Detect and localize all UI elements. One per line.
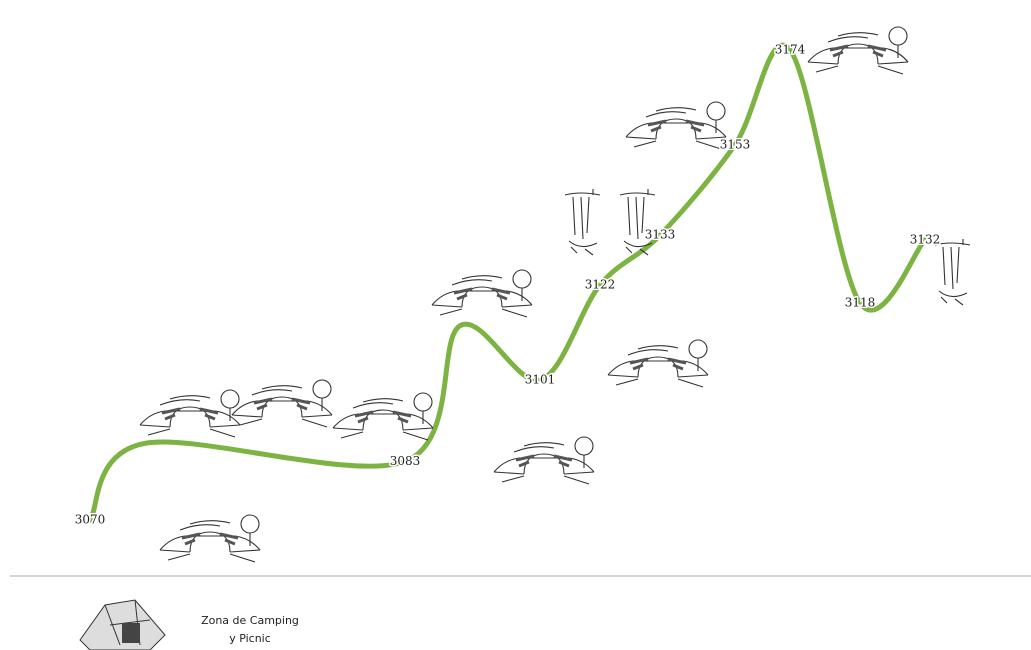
waterfall-icon (935, 239, 970, 305)
elevation-label: 3083 (390, 454, 421, 468)
bridge-icon (232, 380, 332, 427)
bridge-icon (140, 390, 240, 437)
elevation-label: 3174 (775, 42, 806, 56)
bridge-icon (160, 515, 260, 562)
elevation-label: 3122 (585, 278, 616, 292)
bridge-icon (432, 270, 532, 317)
elevation-label: 3118 (845, 296, 876, 310)
icons (80, 27, 970, 650)
elevation-line (90, 45, 925, 520)
legend-label: Zona de Camping (201, 614, 299, 627)
tent-icon (80, 600, 165, 650)
bridge-icon (626, 102, 726, 149)
elevation-label: 3070 (75, 513, 106, 527)
chart: Zona de Camping y Picnic 3070 3083 3101 312… (0, 0, 1031, 650)
elevation-label: 3153 (720, 137, 751, 151)
elevation-label: 3132 (910, 232, 941, 246)
waterfall-icon (565, 189, 600, 255)
plot-area (90, 45, 925, 520)
bridge-icon (494, 437, 594, 484)
bridge-icon (808, 27, 908, 74)
legend-label: y Picnic (229, 632, 271, 645)
bridge-icon (333, 393, 433, 440)
elevation-label: 3101 (525, 373, 556, 387)
bridge-icon (608, 340, 708, 387)
elevation-label: 3133 (645, 228, 676, 242)
